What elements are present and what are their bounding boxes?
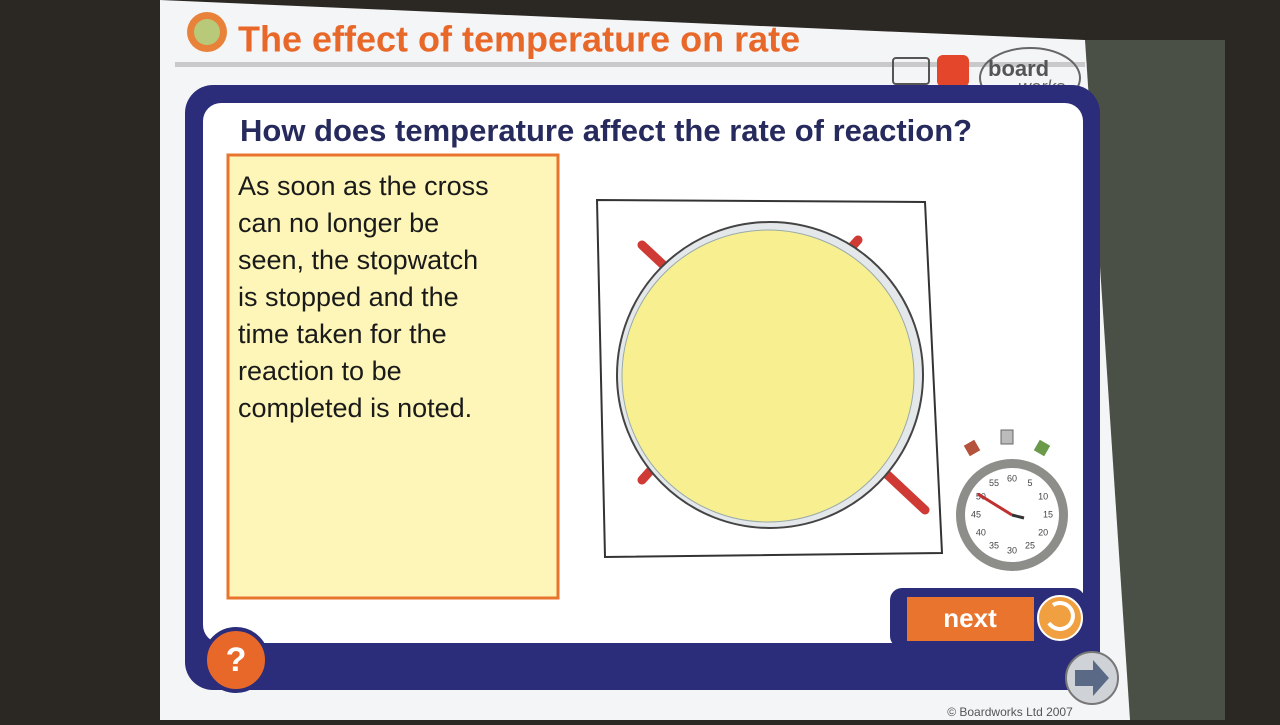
- question: How does temperature affect the rate of …: [240, 113, 972, 148]
- stopwatch-hand: [977, 492, 1013, 517]
- dial-label: 10: [1038, 491, 1048, 501]
- solution: [621, 229, 915, 523]
- next-label[interactable]: next: [943, 603, 997, 633]
- dial-label: 55: [989, 478, 999, 488]
- text-line: can no longer be: [238, 208, 439, 238]
- replay-icon: [1047, 601, 1075, 631]
- logo-board: board: [988, 56, 1049, 81]
- flash-icon: [937, 55, 969, 87]
- header-rule: [175, 62, 1085, 67]
- dial-label: 5: [1027, 478, 1032, 488]
- footer: © Boardworks Ltd 2007: [947, 705, 1073, 719]
- dial-label: 20: [1038, 527, 1048, 537]
- header-icon-inner: [194, 19, 220, 45]
- next-button[interactable]: [907, 597, 1034, 641]
- title: The effect of temperature on rate: [238, 19, 800, 60]
- help-button[interactable]: [203, 627, 269, 693]
- dial-label: 15: [1043, 509, 1053, 519]
- dial-label: 40: [976, 527, 986, 537]
- forward-icon: [1075, 660, 1109, 696]
- stopwatch-button: [963, 439, 981, 457]
- stopwatch-button: [1033, 439, 1051, 457]
- book-icon: [892, 57, 930, 85]
- dial-label: 45: [971, 509, 981, 519]
- text-line: is stopped and the: [238, 282, 459, 312]
- text-line: time taken for the: [238, 319, 447, 349]
- help-label[interactable]: ?: [226, 641, 247, 679]
- text-box: [226, 153, 560, 600]
- text-line: reaction to be: [238, 356, 402, 386]
- text-line: completed is noted.: [238, 393, 472, 423]
- text-line: As soon as the cross: [238, 171, 489, 201]
- stopwatch-crown: [1000, 429, 1014, 445]
- stopwatch-hand: [1011, 513, 1025, 520]
- dial-label: 25: [1025, 541, 1035, 551]
- text-line: seen, the stopwatch: [238, 245, 478, 275]
- dial-label: 35: [989, 541, 999, 551]
- dial-label: 30: [1007, 545, 1017, 555]
- dial-label: 60: [1007, 473, 1017, 483]
